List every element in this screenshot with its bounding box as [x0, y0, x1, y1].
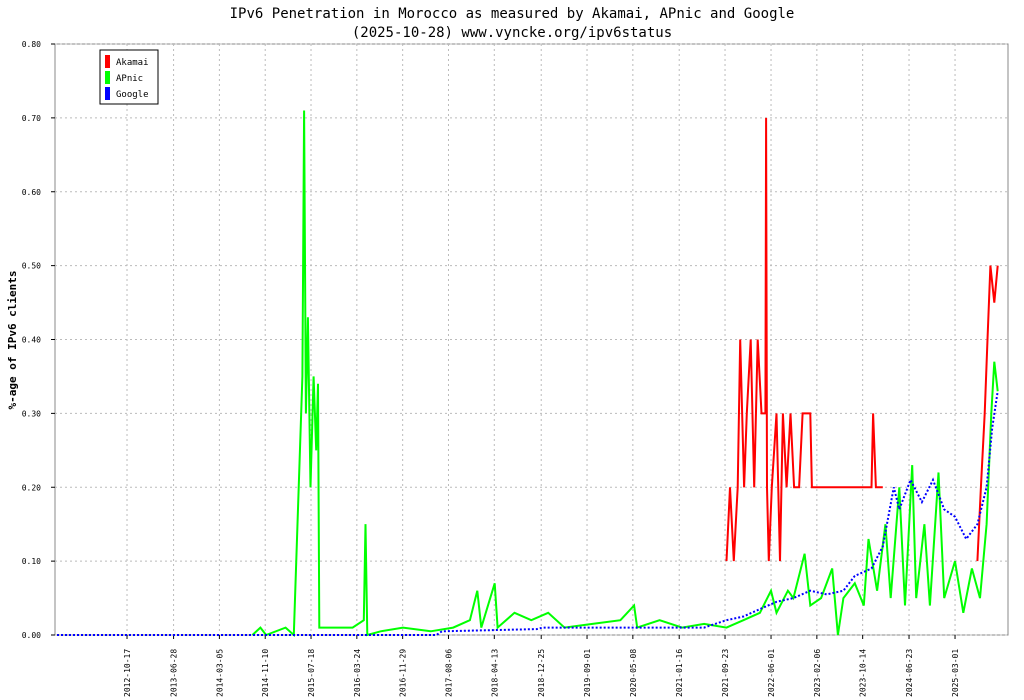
x-tick-label: 2022-06-01	[767, 649, 776, 697]
legend-swatch	[105, 87, 110, 100]
x-tick-label: 2014-11-10	[261, 649, 270, 697]
y-tick-label: 0.70	[22, 114, 41, 123]
y-tick-label: 0.20	[22, 483, 41, 492]
legend-label: Akamai	[116, 58, 149, 68]
x-tick-label: 2013-06-28	[170, 649, 179, 697]
legend-label: APnic	[116, 74, 143, 84]
x-tick-label: 2016-11-29	[399, 649, 408, 697]
y-tick-label: 0.60	[22, 188, 41, 197]
x-tick-label: 2014-03-05	[215, 649, 224, 697]
x-tick-label: 2021-01-16	[675, 649, 684, 697]
x-tick-label: 2018-12-25	[537, 649, 546, 697]
series-line	[57, 391, 999, 636]
y-tick-label: 0.50	[22, 262, 41, 271]
legend-label: Google	[116, 90, 149, 100]
x-tick-label: 2019-09-01	[583, 649, 592, 697]
y-axis-label: %-age of IPv6 clients	[6, 270, 19, 409]
chart-title: IPv6 Penetration in Morocco as measured …	[230, 6, 795, 22]
y-tick-label: 0.10	[22, 557, 41, 566]
x-tick-label: 2021-09-23	[721, 649, 730, 697]
series-line	[725, 117, 883, 562]
series-line	[976, 265, 999, 562]
x-tick-label: 2023-02-06	[813, 649, 822, 697]
x-tick-label: 2025-03-01	[951, 649, 960, 697]
x-tick-label: 2012-10-17	[123, 649, 132, 697]
y-tick-label: 0.00	[22, 631, 41, 640]
y-tick-label: 0.40	[22, 336, 41, 345]
y-tick-label: 0.30	[22, 409, 41, 418]
legend-swatch	[105, 71, 110, 84]
x-tick-label: 2020-05-08	[629, 649, 638, 697]
y-tick-label: 0.80	[22, 40, 41, 49]
x-tick-label: 2015-07-18	[307, 649, 316, 697]
x-tick-label: 2023-10-14	[859, 649, 868, 697]
x-tick-label: 2017-08-06	[444, 649, 453, 697]
x-tick-label: 2018-04-13	[490, 649, 499, 697]
x-tick-label: 2016-03-24	[353, 649, 362, 697]
x-tick-label: 2024-06-23	[905, 649, 914, 697]
legend-swatch	[105, 55, 110, 68]
legend: Akamai APnic Google	[99, 49, 159, 105]
series-line	[251, 110, 999, 638]
chart-subtitle: (2025-10-28) www.vyncke.org/ipv6status	[352, 25, 672, 41]
